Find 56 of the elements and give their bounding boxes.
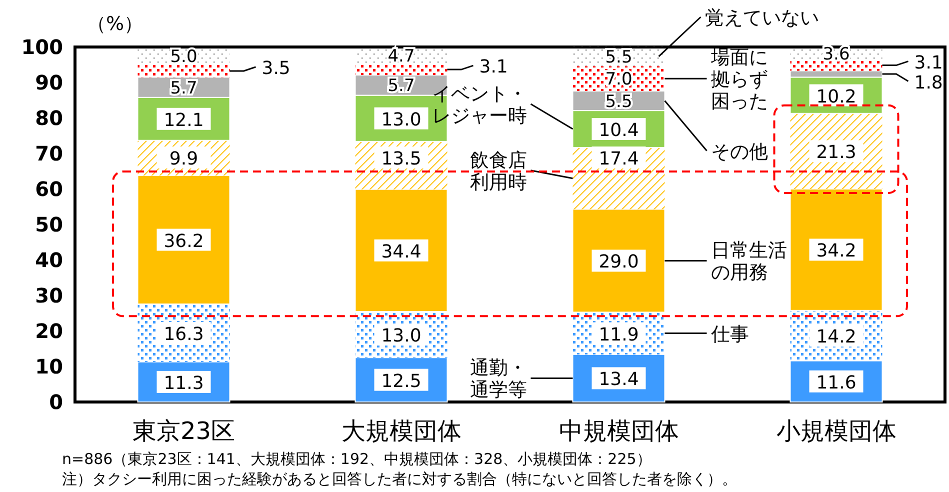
data-label: 13.4 bbox=[598, 369, 639, 390]
y-axis-title: （%） bbox=[86, 13, 144, 35]
y-tick-label: 70 bbox=[35, 142, 63, 166]
y-tick-label: 90 bbox=[35, 70, 63, 94]
data-label: 13.5 bbox=[381, 148, 422, 170]
data-label: 10.4 bbox=[598, 120, 639, 142]
data-label: 34.2 bbox=[816, 240, 856, 262]
data-label: 5.5 bbox=[605, 47, 632, 68]
data-label: 13.0 bbox=[381, 109, 422, 130]
data-label: 3.1 bbox=[914, 52, 943, 74]
data-label: 9.9 bbox=[169, 148, 198, 170]
text: n=886（東京23区：141、大規模団体：192、中規模団体：328、小規模団体：225） bbox=[62, 450, 652, 468]
data-label: 21.3 bbox=[816, 142, 856, 164]
text: その他 bbox=[710, 140, 768, 163]
data-label: 3.5 bbox=[262, 58, 290, 79]
series-label: 飲食店利用時 bbox=[470, 149, 527, 194]
data-label: 5.7 bbox=[170, 78, 198, 98]
data-label: 13.0 bbox=[381, 326, 422, 347]
data-label: 34.4 bbox=[381, 241, 422, 262]
y-tick-label: 100 bbox=[21, 35, 63, 59]
text: 注）タクシー利用に困った経験があると回答した者に対する割合（特にないと回答した者を除く）。 bbox=[62, 470, 737, 488]
data-label: 5.7 bbox=[388, 76, 415, 96]
data-label: 11.6 bbox=[816, 372, 856, 394]
data-label: 12.5 bbox=[381, 370, 422, 392]
data-label: 12.1 bbox=[164, 110, 204, 131]
x-tick-label: 東京23区 bbox=[132, 417, 236, 445]
x-tick-label: 大規模団体 bbox=[341, 417, 462, 445]
y-tick-label: 30 bbox=[35, 284, 63, 308]
data-label: 11.9 bbox=[598, 324, 639, 346]
data-label: 5.5 bbox=[605, 92, 632, 112]
y-tick-label: 40 bbox=[35, 248, 63, 272]
x-tick-label: 小規模団体 bbox=[776, 417, 896, 445]
data-label: 14.2 bbox=[816, 326, 856, 348]
data-label: 16.3 bbox=[164, 324, 204, 345]
data-label: 10.2 bbox=[816, 86, 856, 108]
data-label: 11.3 bbox=[164, 372, 204, 394]
data-label: 1.8 bbox=[914, 72, 943, 94]
y-tick-label: 20 bbox=[35, 319, 63, 343]
data-label: 17.4 bbox=[598, 148, 639, 170]
series-label: 場面に拠らず困った bbox=[710, 46, 768, 113]
series-label: 日常生活の用務 bbox=[710, 240, 787, 284]
data-label: 29.0 bbox=[598, 252, 639, 273]
y-tick-label: 60 bbox=[35, 177, 63, 201]
y-tick-label: 80 bbox=[35, 106, 63, 130]
text: 仕事 bbox=[710, 323, 749, 346]
y-tick-label: 50 bbox=[35, 212, 63, 236]
bar bbox=[138, 64, 230, 78]
data-label: 36.2 bbox=[164, 230, 204, 252]
data-label: 5.0 bbox=[170, 46, 198, 67]
series-label: 覚えていない bbox=[704, 7, 819, 29]
data-label: 3.1 bbox=[479, 56, 508, 78]
y-tick-label: 10 bbox=[35, 354, 63, 378]
series-label: 通勤・通学等 bbox=[470, 357, 527, 402]
y-tick-label: 0 bbox=[49, 390, 63, 414]
data-label: 4.7 bbox=[388, 46, 415, 67]
x-tick-label: 中規模団体 bbox=[558, 417, 679, 445]
